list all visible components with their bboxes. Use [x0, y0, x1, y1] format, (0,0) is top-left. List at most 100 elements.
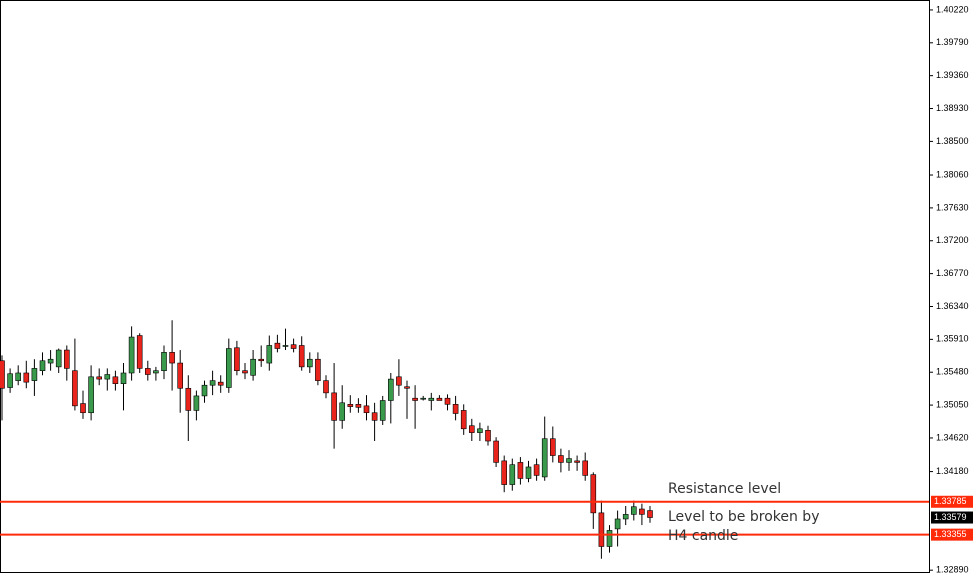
candle-body [23, 372, 30, 383]
candle-body [31, 368, 38, 381]
y-tick-label: 1.38500 [936, 136, 969, 146]
candle-body [549, 438, 556, 456]
candle-body [647, 510, 653, 518]
candle-body [444, 397, 451, 405]
candle-body [7, 373, 13, 388]
candle-body [436, 397, 443, 401]
candle-body [290, 344, 297, 349]
candle-body [209, 380, 216, 386]
candle-body [533, 464, 540, 476]
candle-body [274, 342, 281, 349]
candle-body [493, 440, 499, 463]
candle-body [412, 397, 418, 401]
candle-body [404, 386, 410, 389]
y-tick-label: 1.36340 [936, 301, 969, 311]
y-tick-label: 1.39360 [936, 70, 969, 80]
candle-body [136, 335, 143, 369]
candle-body [396, 376, 402, 386]
candle-body [582, 460, 589, 476]
candle-body [201, 384, 208, 397]
candle-body [242, 370, 248, 374]
candle-body [55, 349, 62, 368]
candle-body [541, 438, 548, 478]
current-price-label: 1.33579 [934, 512, 967, 522]
candle-body [145, 368, 151, 375]
candle-body [80, 403, 86, 414]
current-price-box [931, 511, 973, 524]
candle-body [460, 410, 467, 430]
candle-body [64, 349, 70, 369]
y-tick-label: 1.38930 [936, 103, 969, 113]
candle-body [501, 460, 508, 485]
candle-body [161, 352, 167, 371]
candle-body [258, 358, 265, 362]
candle-body [347, 404, 354, 407]
candle-body [104, 374, 111, 380]
candle-body [485, 430, 491, 442]
y-tick-label: 1.32890 [936, 565, 969, 574]
candle-body [598, 512, 605, 547]
candle-body [298, 345, 305, 368]
candle-body [112, 376, 119, 384]
annotation: Level to be broken by H4 candle [668, 509, 820, 544]
candle-body [193, 395, 200, 411]
y-tick-label: 1.34620 [936, 432, 969, 442]
candle-body [574, 460, 580, 463]
candle-body [339, 402, 346, 421]
y-tick-label: 1.37630 [936, 202, 969, 212]
y-tick-label: 1.35050 [936, 399, 969, 409]
level-label-box [931, 495, 973, 508]
candle-body [153, 370, 159, 374]
candle-body [47, 358, 54, 364]
candle-body [331, 392, 337, 421]
candle-body [371, 412, 378, 421]
candle-body [39, 360, 46, 371]
candle-body [185, 387, 192, 411]
candle-body [315, 358, 321, 381]
candle-body [282, 345, 289, 347]
candle-body [525, 466, 532, 479]
candle-body [420, 397, 427, 400]
candle-body [88, 376, 94, 414]
candle-body [477, 428, 483, 433]
candle-body [226, 348, 232, 388]
candle-body [622, 514, 629, 520]
y-tick-label: 1.36770 [936, 268, 969, 278]
candle-body [169, 352, 175, 364]
candle-body [606, 530, 613, 547]
candle-body [128, 336, 135, 374]
level-label: 1.33355 [934, 529, 967, 539]
y-tick-label: 1.35910 [936, 334, 969, 344]
candle-body [452, 404, 459, 414]
candle-body [517, 462, 524, 479]
candle-body [630, 506, 637, 515]
candle-body [323, 380, 329, 394]
candle-body [558, 455, 564, 463]
candle-body [468, 425, 475, 433]
level-label-box [931, 528, 973, 541]
candle-body [250, 358, 256, 376]
candle-body [639, 508, 645, 515]
candle-body [15, 372, 21, 381]
candle-body [120, 372, 127, 384]
candle-body [217, 381, 224, 386]
candle-body [379, 400, 386, 421]
candle-body [306, 358, 313, 368]
y-tick-label: 1.38060 [936, 169, 969, 179]
candle-body [566, 458, 572, 463]
candle-body [266, 345, 273, 364]
y-tick-label: 1.37200 [936, 235, 969, 245]
y-tick-label: 1.35480 [936, 367, 969, 377]
y-tick-label: 1.39790 [936, 37, 969, 47]
candle-body [96, 376, 102, 380]
candle-body [355, 404, 362, 408]
y-tick-label: 1.34180 [936, 466, 969, 476]
candle-body [234, 347, 240, 371]
candle-body [590, 474, 597, 514]
candle-body [614, 518, 621, 530]
candle-body [177, 362, 183, 389]
candle-body [428, 397, 435, 401]
level-label: 1.33785 [934, 496, 967, 506]
